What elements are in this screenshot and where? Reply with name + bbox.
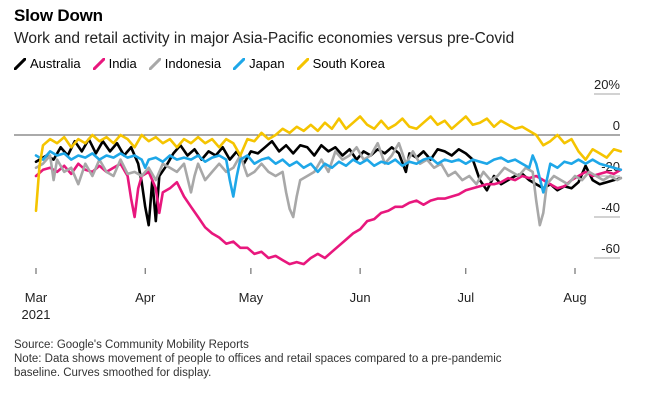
legend-swatch-icon xyxy=(296,57,309,70)
legend-item-japan: Japan xyxy=(233,56,285,71)
note-line-2: baseline. Curves smoothed for display. xyxy=(14,367,212,379)
series-line-japan xyxy=(34,150,623,198)
series-line-indonesia xyxy=(34,141,623,227)
x-tick-label: Jul xyxy=(457,290,474,305)
x-tick-label: Aug xyxy=(563,290,586,305)
legend: Australia India Indonesia Japan South Korea xyxy=(14,56,385,71)
x-tick-label: Jun xyxy=(350,290,371,305)
legend-swatch-icon xyxy=(148,57,161,70)
y-tick-label: -60 xyxy=(601,241,620,256)
legend-item-indonesia: Indonesia xyxy=(148,56,222,71)
legend-swatch-icon xyxy=(14,57,26,70)
x-tick-label: Mar xyxy=(25,290,48,305)
legend-label: South Korea xyxy=(312,56,385,71)
y-tick-label: -40 xyxy=(601,200,620,215)
series-line-south-korea xyxy=(34,115,623,213)
legend-item-south-korea: South Korea xyxy=(296,56,385,71)
legend-label: Indonesia xyxy=(164,56,222,71)
legend-item-india: India xyxy=(92,56,137,71)
x-tick-label: Apr xyxy=(135,290,156,305)
legend-label: Japan xyxy=(249,56,285,71)
y-tick-label: 0 xyxy=(613,118,620,133)
legend-label: India xyxy=(108,56,137,71)
legend-swatch-icon xyxy=(233,57,246,70)
y-tick-label: 20% xyxy=(594,77,620,92)
chart-title: Slow Down xyxy=(14,6,103,25)
legend-item-australia: Australia xyxy=(14,56,81,71)
footer: Source: Google's Community Mobility Repo… xyxy=(14,338,634,380)
legend-label: Australia xyxy=(30,56,81,71)
source-note: Source: Google's Community Mobility Repo… xyxy=(14,339,249,351)
chart-subtitle: Work and retail activity in major Asia-P… xyxy=(14,30,515,47)
x-tick-label: May xyxy=(239,290,264,305)
series-line-india xyxy=(34,162,623,266)
legend-swatch-icon xyxy=(92,57,105,70)
note-line-1: Note: Data shows movement of people to o… xyxy=(14,353,502,365)
x-tick-sublabel: 2021 xyxy=(22,307,51,322)
